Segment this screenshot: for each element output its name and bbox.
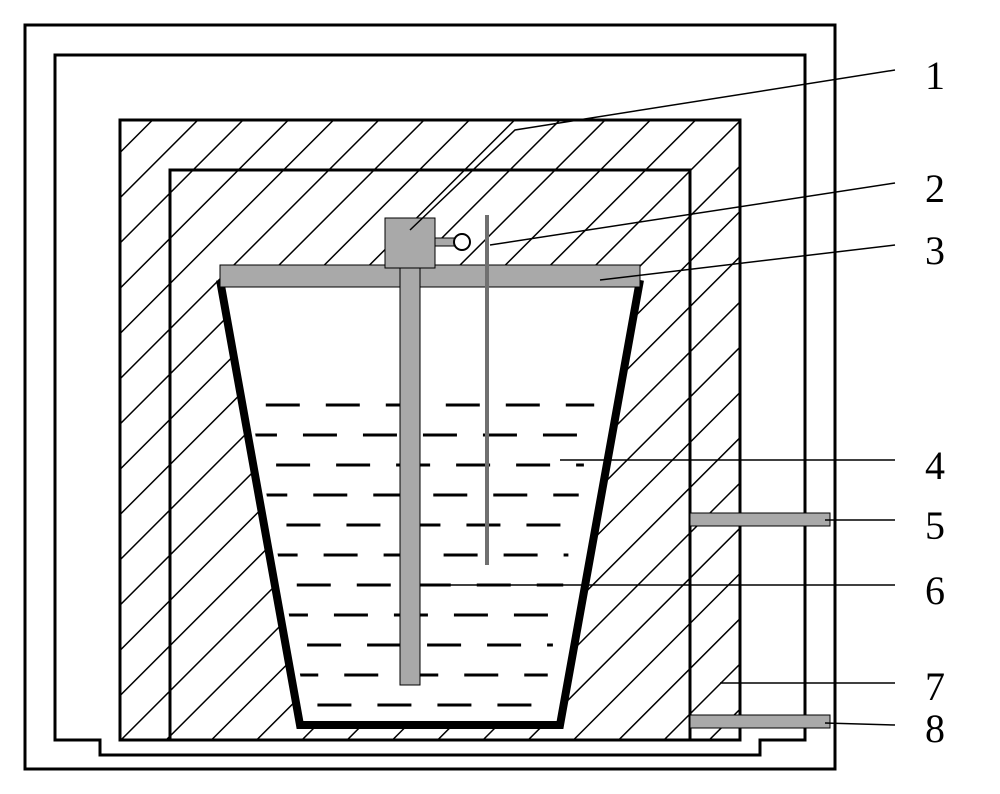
callout-label-2: 2: [925, 166, 945, 211]
callout-label-5: 5: [925, 503, 945, 548]
clamp-block: [385, 218, 435, 268]
callout-label-7: 7: [925, 664, 945, 709]
callout-label-6: 6: [925, 568, 945, 613]
callout-label-4: 4: [925, 443, 945, 488]
heater-bar-2: [690, 715, 830, 728]
heater-bar-1: [690, 513, 830, 526]
callout-label-1: 1: [925, 53, 945, 98]
callout-label-3: 3: [925, 228, 945, 273]
clamp-screw-head: [454, 234, 470, 250]
callout-label-8: 8: [925, 706, 945, 751]
center-rod: [400, 265, 420, 685]
